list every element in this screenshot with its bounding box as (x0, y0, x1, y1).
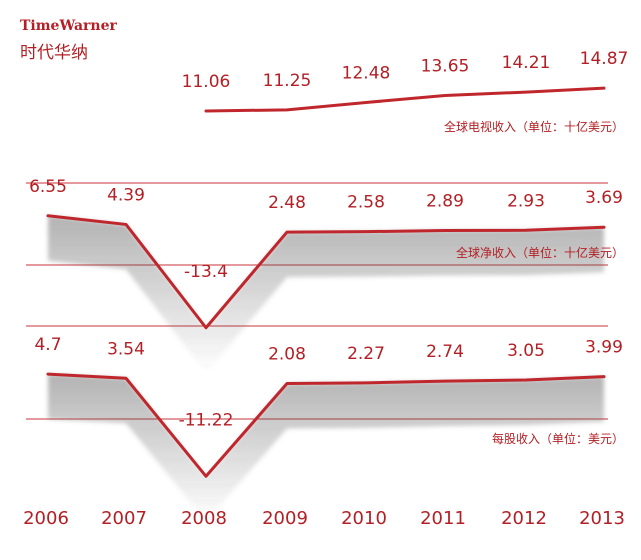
series-1-value-label: 14.21 (502, 53, 551, 73)
series-2-value-label: 6.55 (29, 177, 67, 197)
series-3-shadow (48, 374, 604, 522)
x-tick-label: 2006 (23, 508, 69, 529)
series-3-value-label: -11.22 (179, 410, 234, 430)
series-1-value-label: 11.06 (182, 72, 231, 92)
series-2-value-label: 3.69 (585, 188, 623, 208)
series-1-value-label: 13.65 (421, 56, 470, 76)
series-3-value-label: 2.27 (347, 344, 385, 364)
x-tick-label: 2009 (262, 508, 308, 529)
series-3-value-label: 3.05 (507, 341, 545, 361)
x-tick-label: 2010 (341, 508, 387, 529)
series-2-value-label: -13.4 (184, 262, 228, 282)
series-1-value-label: 14.87 (580, 49, 629, 69)
brand-title-chinese: 时代华纳 (20, 43, 88, 63)
series-2-shadow (48, 215, 604, 373)
series-1-unit-label: 全球电视收入（单位：十亿美元） (444, 119, 624, 134)
x-tick-label: 2011 (420, 508, 466, 529)
series-2-value-label: 2.48 (268, 193, 306, 213)
series-3-line (46, 372, 606, 478)
series-3-value-label: 3.54 (107, 339, 145, 359)
series-3-value-label: 4.7 (34, 335, 61, 355)
series-2-value-label: 2.89 (426, 191, 464, 211)
x-tick-label: 2008 (181, 508, 227, 529)
series-2-value-label: 4.39 (107, 185, 145, 205)
series-1-value-label: 12.48 (342, 63, 391, 83)
series-1-line (204, 86, 606, 113)
series-3-value-label: 3.99 (585, 338, 623, 358)
x-tick-label: 2007 (101, 508, 147, 529)
brand-title-english: TimeWarner (20, 18, 117, 34)
series-2-value-label: 2.58 (347, 193, 385, 213)
x-tick-label: 2012 (501, 508, 547, 529)
series-2-line (46, 214, 606, 330)
series-1-value-label: 11.25 (263, 71, 312, 91)
series-2-value-label: 2.93 (507, 191, 545, 211)
series-3-value-label: 2.74 (426, 342, 464, 362)
series-3-value-label: 2.08 (268, 345, 306, 365)
x-tick-label: 2013 (579, 508, 625, 529)
series-3-unit-label: 每股收入（单位：美元） (492, 431, 624, 446)
series-2-unit-label: 全球净收入（单位：十亿美元） (456, 245, 624, 260)
